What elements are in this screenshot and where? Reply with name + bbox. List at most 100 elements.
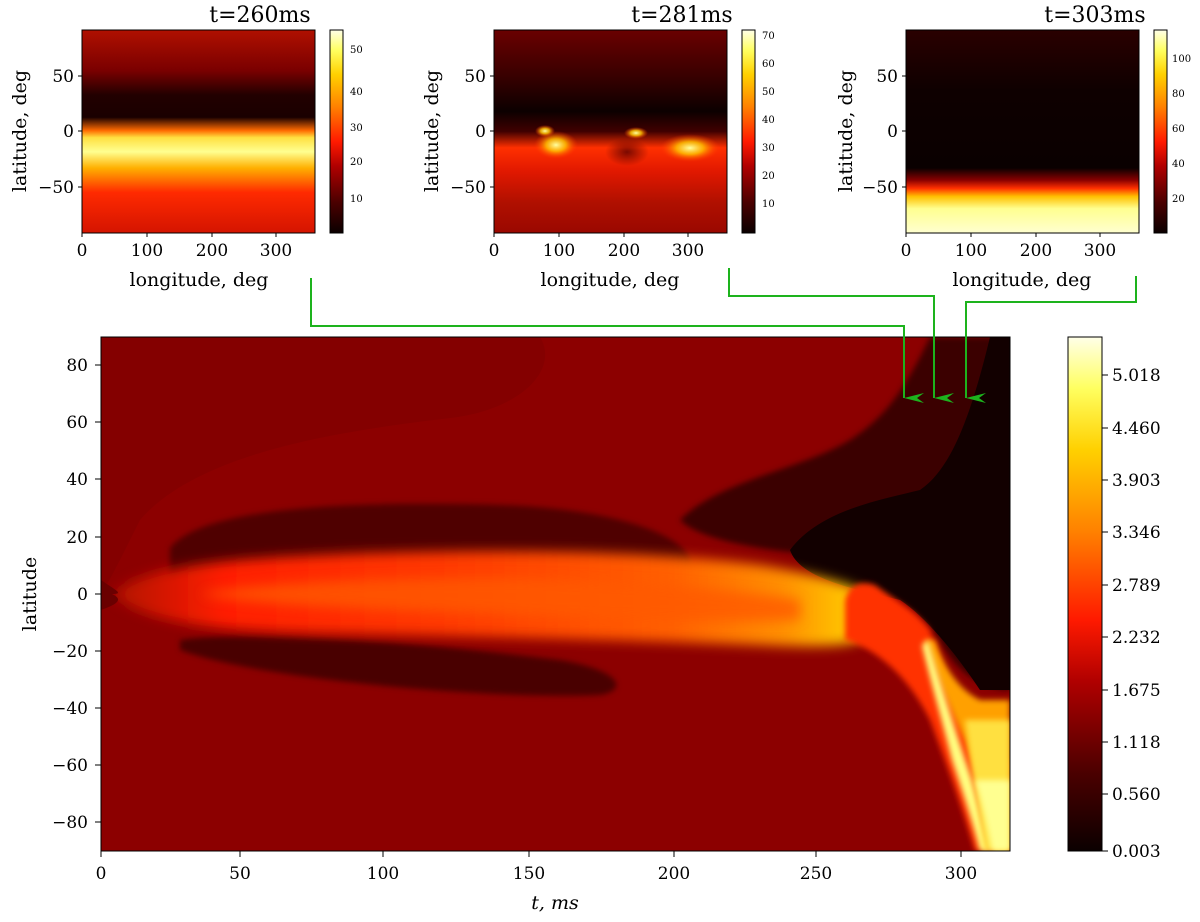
x-tick-label: 300 (672, 241, 704, 261)
y-ticks: 50 0 −50 (38, 67, 82, 198)
x-axis-label: longitude, deg (953, 269, 1092, 291)
colorbar-tick-label: 20 (762, 171, 775, 182)
x-axis-label: t, ms (531, 892, 579, 914)
y-ticks: 50 0 −50 (450, 67, 494, 198)
x-tick-label: 250 (800, 864, 832, 884)
colorbar-tick-label: 10 (350, 194, 363, 205)
x-tick-label: 200 (608, 241, 640, 261)
x-tick-label: 100 (543, 241, 575, 261)
y-tick-label: 60 (66, 413, 88, 433)
main-heatmap-image (101, 337, 1010, 851)
arrow-t281 (728, 268, 954, 403)
y-tick-label: 20 (66, 528, 88, 548)
colorbar-tick-label: 1.675 (1112, 681, 1161, 701)
colorbar-tick-label: 60 (762, 59, 775, 70)
colorbar-tick-label: 0.003 (1112, 842, 1161, 862)
x-ticks: 0 50 100 150 200 250 300 (96, 851, 977, 884)
x-tick-label: 300 (260, 241, 292, 261)
colorbar-tick-label: 1.118 (1112, 733, 1161, 753)
colorbar-tick-label: 3.903 (1112, 471, 1161, 491)
y-tick-label: 50 (876, 67, 898, 87)
x-axis-label: longitude, deg (541, 269, 680, 291)
colorbar: 70 60 50 40 30 20 10 (741, 29, 775, 234)
main-colorbar: 5.018 4.460 3.903 3.346 2.789 2.232 1.67… (1067, 336, 1161, 862)
colorbar-tick-label: 3.346 (1112, 523, 1161, 543)
y-tick-label: −80 (52, 813, 88, 833)
x-tick-label: 150 (513, 864, 545, 884)
colorbar: 50 40 30 20 10 (329, 29, 363, 234)
y-tick-label: −50 (450, 178, 486, 198)
colorbar-tick-label: 40 (1172, 159, 1185, 170)
x-tick-label: 300 (945, 864, 977, 884)
y-tick-label: −40 (52, 699, 88, 719)
colorbar-tick-label: 60 (1172, 124, 1185, 135)
main-panel: 80 60 40 20 0 −20 −40 −60 −80 0 50 100 1… (19, 336, 1161, 914)
panel-t281: t=281ms 50 0 −50 0 100 200 300 longitude… (421, 3, 775, 291)
y-axis-label: latitude, deg (9, 70, 31, 192)
x-tick-label: 100 (367, 864, 399, 884)
y-tick-label: 80 (66, 356, 88, 376)
colorbar-tick-label: 70 (762, 31, 775, 42)
colorbar: 100 80 60 40 20 (1153, 29, 1191, 234)
x-tick-label: 300 (1084, 241, 1116, 261)
colorbar-tick-label: 80 (1172, 89, 1185, 100)
colorbar-tick-label: 40 (350, 87, 363, 98)
x-tick-label: 0 (901, 241, 912, 261)
y-axis-label: latitude, deg (421, 70, 443, 192)
panel-title: t=260ms (209, 3, 310, 28)
x-tick-label: 200 (196, 241, 228, 261)
panel-title: t=281ms (631, 3, 732, 28)
x-tick-label: 100 (131, 241, 163, 261)
y-tick-label: −50 (862, 178, 898, 198)
y-tick-label: 40 (66, 470, 88, 490)
y-tick-label: 0 (887, 122, 898, 142)
y-ticks: 50 0 −50 (862, 67, 906, 198)
y-tick-label: −60 (52, 756, 88, 776)
connector-arrows (310, 268, 1137, 403)
colorbar-tick-label: 5.018 (1112, 366, 1161, 386)
x-tick-label: 0 (489, 241, 500, 261)
panel-t260: t=260ms 50 0 −50 0 100 200 300 longitude… (9, 3, 363, 291)
y-tick-label: 0 (63, 122, 74, 142)
x-tick-label: 100 (955, 241, 987, 261)
colorbar-tick-label: 30 (350, 123, 363, 134)
colorbar-tick-label: 50 (350, 45, 363, 56)
x-tick-label: 50 (229, 864, 251, 884)
x-ticks: 0 100 200 300 (77, 233, 292, 261)
x-tick-label: 0 (96, 864, 107, 884)
y-tick-label: 0 (77, 585, 88, 605)
colorbar-tick-label: 30 (762, 143, 775, 154)
y-ticks: 80 60 40 20 0 −20 −40 −60 −80 (52, 356, 101, 833)
x-ticks: 0 100 200 300 (489, 233, 704, 261)
x-tick-label: 200 (658, 864, 690, 884)
heatmap-image (494, 30, 727, 233)
panel-t303: t=303ms 50 0 −50 0 100 200 300 longitude… (835, 3, 1191, 291)
colorbar-tick-label: 100 (1172, 54, 1191, 65)
colorbar-tick-label: 0.560 (1112, 785, 1161, 805)
y-tick-label: −50 (38, 178, 74, 198)
arrow-t260 (310, 278, 924, 403)
y-tick-label: 50 (464, 67, 486, 87)
y-axis-label: latitude (19, 557, 41, 631)
x-axis-label: longitude, deg (130, 269, 269, 291)
colorbar-tick-label: 50 (762, 87, 775, 98)
y-axis-label: latitude, deg (835, 70, 857, 192)
y-tick-label: −20 (52, 642, 88, 662)
colorbar-tick-label: 40 (762, 115, 775, 126)
arrow-t303 (965, 276, 1137, 403)
heatmap-image (906, 30, 1139, 233)
x-ticks: 0 100 200 300 (901, 233, 1116, 261)
heatmap-image (82, 30, 315, 233)
x-tick-label: 200 (1020, 241, 1052, 261)
colorbar-tick-label: 20 (1172, 194, 1185, 205)
x-tick-label: 0 (77, 241, 88, 261)
colorbar-tick-label: 2.789 (1112, 576, 1161, 596)
colorbar-tick-label: 4.460 (1112, 419, 1161, 439)
y-tick-label: 50 (52, 67, 74, 87)
colorbar-tick-label: 20 (350, 157, 363, 168)
panel-title: t=303ms (1044, 3, 1145, 28)
y-tick-label: 0 (475, 122, 486, 142)
colorbar-tick-label: 10 (762, 199, 775, 210)
colorbar-tick-label: 2.232 (1112, 628, 1161, 648)
